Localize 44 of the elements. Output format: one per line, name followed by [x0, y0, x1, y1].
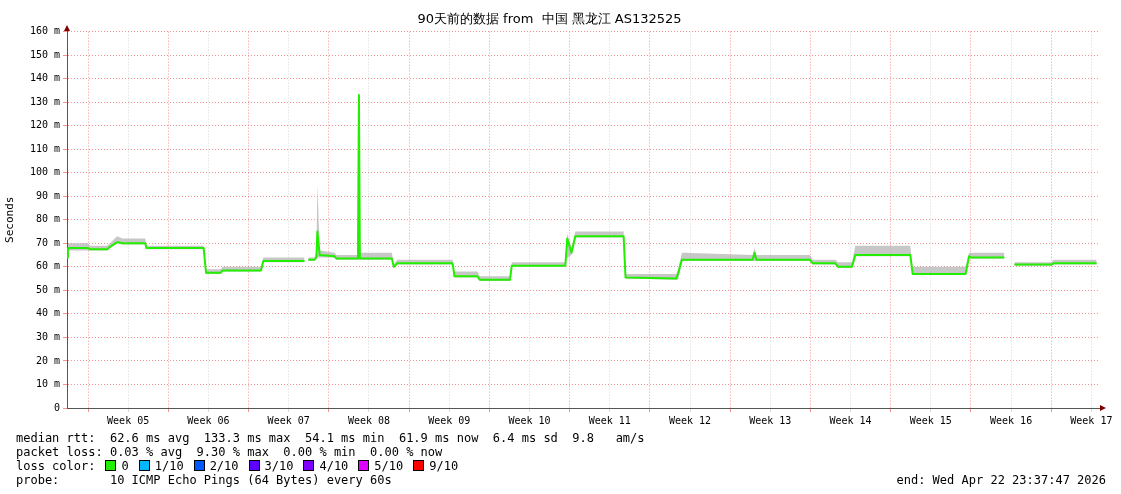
text: 9/10 [429, 459, 459, 473]
y-tick-label: 140 m [29, 72, 60, 84]
text: 3/10 [264, 459, 294, 473]
y-tick-label: 0 [53, 401, 60, 413]
text: 0 [121, 459, 129, 473]
x-tick-label: Week 12 [668, 414, 712, 426]
y-tick-label: 150 m [29, 48, 60, 60]
text: packet loss: 0.03 % avg 9.30 % max 0.00 % min 0.00 % now [16, 445, 443, 459]
x-tick-label: Week 06 [187, 414, 230, 426]
y-tick-label: 100 m [29, 166, 60, 178]
y-tick-label: 160 m [29, 25, 60, 37]
x-tick-label: Week 14 [829, 414, 872, 426]
x-tick-label: Week 10 [508, 414, 551, 426]
x-tick-label: Week 16 [990, 414, 1033, 426]
x-tick-label: Week 05 [107, 414, 150, 426]
text: median rtt: 62.6 ms avg 133.3 ms max 54.1 ms min 61.9 ms now 6.4 ms sd 9.8 am/s [16, 431, 645, 445]
x-tick-label: Week 11 [588, 414, 631, 426]
text: probe: 10 ICMP Echo Pings (64 Bytes) every 60s [16, 473, 392, 487]
x-tick-label: Week 07 [267, 414, 310, 426]
y-tick-label: 90 m [35, 189, 60, 201]
y-tick-label: 50 m [35, 283, 60, 295]
y-axis-title: Seconds [3, 196, 17, 243]
y-tick-label: 60 m [35, 260, 60, 272]
text: 1/10 [154, 459, 184, 473]
x-tick-label: Week 17 [1070, 414, 1113, 426]
text: 5/10 [374, 459, 404, 473]
text: 4/10 [319, 459, 349, 473]
y-tick-label: 80 m [35, 213, 60, 225]
y-tick-label: 20 m [35, 354, 60, 366]
chart-title: 90天前的数据 from 中国 黑龙江 AS132525 [417, 11, 682, 27]
y-tick-label: 10 m [35, 378, 60, 390]
x-tick-label: Week 13 [749, 414, 792, 426]
x-tick-label: Week 08 [347, 414, 391, 426]
text: loss color: [16, 459, 96, 473]
y-tick-label: 40 m [35, 307, 60, 319]
x-tick-label: Week 15 [909, 414, 952, 426]
y-tick-label: 130 m [29, 95, 60, 107]
text: end: Wed Apr 22 23:37:47 2026 [896, 473, 1106, 487]
x-tick-label: Week 09 [428, 414, 471, 426]
text: 2/10 [209, 459, 239, 473]
y-tick-label: 120 m [29, 119, 60, 131]
y-tick-label: 110 m [29, 142, 60, 154]
y-tick-label: 30 m [35, 331, 60, 343]
y-tick-label: 70 m [35, 236, 60, 248]
